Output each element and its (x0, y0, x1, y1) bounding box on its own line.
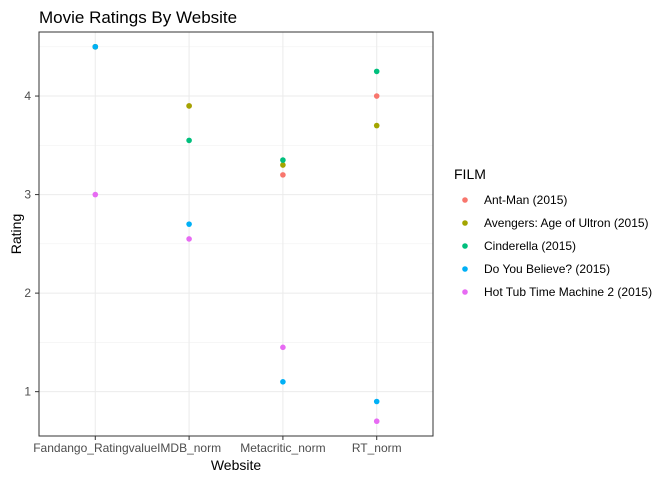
plot-border (38, 31, 434, 437)
legend-title: FILM (454, 166, 486, 182)
data-point (280, 344, 286, 351)
legend-label: Avengers: Age of Ultron (2015) (484, 216, 649, 230)
data-point (280, 157, 286, 163)
y-tick-label: 1 (24, 385, 31, 399)
data-points (92, 43, 380, 425)
legend-marker (462, 266, 468, 272)
data-point (186, 103, 192, 109)
x-tick-label: RT_norm (352, 441, 402, 455)
grid (39, 32, 433, 436)
legend-marker (462, 220, 468, 226)
data-point (373, 122, 380, 129)
x-axis: Fandango_Ratingvalue IMDB_norm Metacritic_… (33, 436, 402, 455)
legend-label: Ant-Man (2015) (484, 193, 567, 207)
legend-marker (462, 197, 468, 203)
legend-label: Do You Believe? (2015) (484, 262, 610, 276)
legend-marker (462, 243, 468, 249)
data-point (186, 137, 192, 144)
data-point (92, 43, 99, 50)
y-tick-label: 4 (24, 89, 31, 103)
data-point (373, 68, 380, 75)
data-point (280, 172, 286, 178)
x-axis-title: Website (211, 457, 262, 473)
legend-label: Cinderella (2015) (484, 239, 576, 253)
plot-background (39, 32, 433, 436)
x-tick-label: Fandango_Ratingvalue (33, 441, 157, 455)
y-axis: 1 2 3 4 (24, 89, 39, 399)
plot-area (38, 31, 434, 437)
data-point (373, 418, 380, 425)
y-tick-label: 3 (24, 188, 31, 202)
data-point (186, 236, 192, 242)
data-point (373, 93, 380, 99)
chart-title: Movie Ratings By Website (39, 8, 237, 27)
legend: FILM Ant-Man (2015) Avengers: Age of Ultr… (454, 166, 652, 299)
x-tick-label: Metacritic_norm (240, 441, 325, 455)
y-tick-label: 2 (24, 286, 31, 300)
data-point (92, 191, 99, 198)
data-point (280, 162, 286, 168)
legend-label: Hot Tub Time Machine 2 (2015) (484, 285, 652, 299)
data-point (280, 379, 286, 385)
x-tick-label: IMDB_norm (157, 441, 221, 455)
legend-marker (462, 289, 468, 295)
y-axis-title: Rating (8, 214, 24, 254)
data-point (186, 221, 192, 227)
data-point (373, 398, 380, 405)
